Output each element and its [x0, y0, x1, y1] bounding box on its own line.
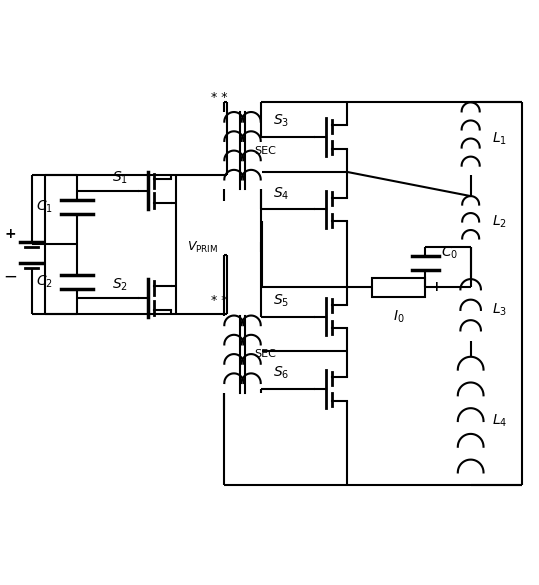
- Text: * *: * *: [211, 91, 227, 104]
- Text: $V_{\rm PRIM}$: $V_{\rm PRIM}$: [187, 239, 218, 254]
- Text: +: +: [4, 226, 16, 240]
- Text: $S_6$: $S_6$: [273, 364, 289, 381]
- Text: $C_1$: $C_1$: [36, 199, 53, 215]
- Text: $L_2$: $L_2$: [492, 214, 507, 230]
- Text: $S_1$: $S_1$: [112, 169, 128, 185]
- Text: SEC: SEC: [254, 146, 275, 156]
- Text: $S_2$: $S_2$: [112, 276, 128, 292]
- Text: +: +: [431, 280, 442, 294]
- Text: $I_0$: $I_0$: [392, 308, 404, 325]
- Text: * *: * *: [211, 294, 227, 308]
- Text: $L_1$: $L_1$: [492, 130, 507, 147]
- Text: $S_4$: $S_4$: [273, 185, 289, 202]
- Text: $S_5$: $S_5$: [273, 292, 289, 309]
- Text: $S_3$: $S_3$: [273, 113, 289, 129]
- Text: $L_3$: $L_3$: [492, 302, 507, 318]
- Bar: [371, 277, 425, 297]
- Text: $C_0$: $C_0$: [441, 244, 458, 260]
- Text: SEC: SEC: [254, 349, 275, 359]
- Text: −: −: [3, 267, 17, 285]
- Text: $L_4$: $L_4$: [492, 413, 507, 429]
- Text: −: −: [351, 280, 364, 295]
- Text: $C_2$: $C_2$: [36, 274, 53, 290]
